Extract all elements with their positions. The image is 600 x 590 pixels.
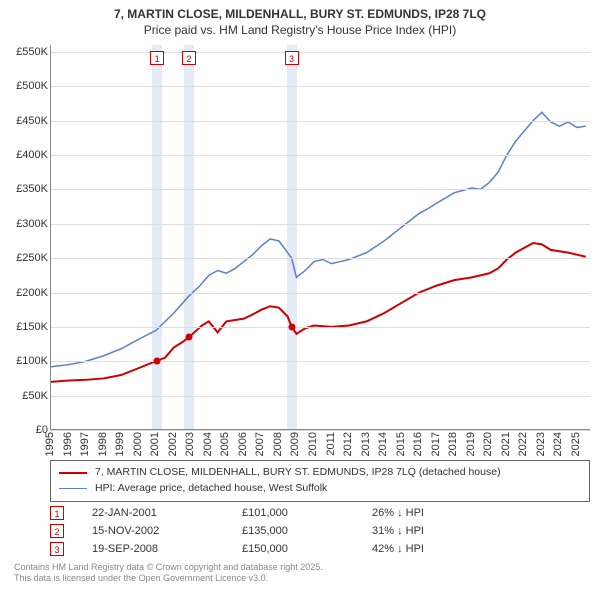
- x-tick-label: 2006: [237, 432, 249, 456]
- x-tick-label: 1998: [97, 432, 109, 456]
- x-tick-label: 2025: [570, 432, 582, 456]
- copyright-footer: Contains HM Land Registry data © Crown c…: [14, 562, 323, 585]
- sale-vs-hpi: 26% ↓ HPI: [372, 507, 522, 519]
- x-tick-label: 2001: [149, 432, 161, 456]
- gridline: [51, 121, 590, 122]
- sale-marker-icon: 3: [50, 542, 64, 556]
- gridline: [51, 430, 590, 431]
- gridline: [51, 258, 590, 259]
- legend-row: 7, MARTIN CLOSE, MILDENHALL, BURY ST. ED…: [59, 465, 581, 481]
- x-tick-label: 2012: [342, 432, 354, 456]
- x-tick-label: 2024: [552, 432, 564, 456]
- x-tick-label: 2009: [289, 432, 301, 456]
- gridline: [51, 155, 590, 156]
- y-tick-label: £200K: [2, 287, 48, 299]
- x-tick-label: 2014: [377, 432, 389, 456]
- gridline: [51, 396, 590, 397]
- x-tick-label: 2017: [430, 432, 442, 456]
- x-tick-label: 2008: [272, 432, 284, 456]
- x-tick-label: 2007: [254, 432, 266, 456]
- sale-date: 22-JAN-2001: [92, 507, 242, 519]
- sales-table: 1 22-JAN-2001£101,00026% ↓ HPI 2 15-NOV-200…: [50, 504, 590, 558]
- sale-price: £150,000: [242, 543, 372, 555]
- x-tick-label: 2015: [395, 432, 407, 456]
- footer-line2: This data is licensed under the Open Gov…: [14, 573, 323, 584]
- y-tick-label: £250K: [2, 252, 48, 264]
- x-tick-label: 2003: [184, 432, 196, 456]
- sale-marker-box: 1: [150, 51, 164, 65]
- chart-legend: 7, MARTIN CLOSE, MILDENHALL, BURY ST. ED…: [50, 460, 590, 502]
- chart-plot-area: 1 2 3: [50, 45, 590, 430]
- gridline: [51, 361, 590, 362]
- legend-row: HPI: Average price, detached house, West…: [59, 481, 581, 497]
- series-line-hpi: [51, 112, 586, 366]
- x-tick-label: 2010: [307, 432, 319, 456]
- legend-swatch: [59, 472, 87, 474]
- gridline: [51, 327, 590, 328]
- sale-marker-box: 2: [182, 51, 196, 65]
- x-tick-label: 2022: [517, 432, 529, 456]
- gridline: [51, 52, 590, 53]
- legend-label: HPI: Average price, detached house, West…: [95, 481, 327, 497]
- chart-title-subtitle: Price paid vs. HM Land Registry's House …: [0, 22, 600, 38]
- legend-swatch: [59, 488, 87, 489]
- y-tick-label: £50K: [2, 390, 48, 402]
- sale-dot: [154, 357, 161, 364]
- sale-vs-hpi: 31% ↓ HPI: [372, 525, 522, 537]
- sale-dot: [185, 334, 192, 341]
- x-tick-label: 2004: [202, 432, 214, 456]
- sale-date: 15-NOV-2002: [92, 525, 242, 537]
- y-tick-label: £350K: [2, 183, 48, 195]
- x-tick-label: 1996: [62, 432, 74, 456]
- gridline: [51, 224, 590, 225]
- chart-title-block: 7, MARTIN CLOSE, MILDENHALL, BURY ST. ED…: [0, 0, 600, 38]
- x-tick-label: 2023: [535, 432, 547, 456]
- y-tick-label: £100K: [2, 355, 48, 367]
- x-tick-label: 2021: [500, 432, 512, 456]
- x-tick-label: 2000: [132, 432, 144, 456]
- y-tick-label: £150K: [2, 321, 48, 333]
- gridline: [51, 293, 590, 294]
- chart-lines-svg: [51, 45, 591, 430]
- x-tick-label: 2011: [325, 432, 337, 456]
- sales-table-row: 2 15-NOV-2002£135,00031% ↓ HPI: [50, 522, 590, 540]
- sales-table-row: 3 19-SEP-2008£150,00042% ↓ HPI: [50, 540, 590, 558]
- x-tick-label: 2002: [167, 432, 179, 456]
- sale-marker-box: 3: [285, 51, 299, 65]
- x-tick-label: 1995: [44, 432, 56, 456]
- y-tick-label: £300K: [2, 218, 48, 230]
- x-tick-label: 1997: [79, 432, 91, 456]
- y-tick-label: £0: [2, 424, 48, 436]
- gridline: [51, 86, 590, 87]
- x-tick-label: 1999: [114, 432, 126, 456]
- sale-date: 19-SEP-2008: [92, 543, 242, 555]
- x-tick-label: 2020: [482, 432, 494, 456]
- footer-line1: Contains HM Land Registry data © Crown c…: [14, 562, 323, 573]
- sale-price: £101,000: [242, 507, 372, 519]
- x-tick-label: 2019: [465, 432, 477, 456]
- sale-marker-icon: 2: [50, 524, 64, 538]
- sale-dot: [288, 323, 295, 330]
- y-tick-label: £550K: [2, 46, 48, 58]
- x-tick-label: 2005: [219, 432, 231, 456]
- sales-table-row: 1 22-JAN-2001£101,00026% ↓ HPI: [50, 504, 590, 522]
- chart-title-address: 7, MARTIN CLOSE, MILDENHALL, BURY ST. ED…: [0, 6, 600, 22]
- sale-marker-icon: 1: [50, 506, 64, 520]
- x-tick-label: 2013: [360, 432, 372, 456]
- gridline: [51, 189, 590, 190]
- legend-label: 7, MARTIN CLOSE, MILDENHALL, BURY ST. ED…: [95, 465, 501, 481]
- x-tick-label: 2018: [447, 432, 459, 456]
- sale-vs-hpi: 42% ↓ HPI: [372, 543, 522, 555]
- y-tick-label: £500K: [2, 80, 48, 92]
- sale-price: £135,000: [242, 525, 372, 537]
- x-tick-label: 2016: [412, 432, 424, 456]
- y-tick-label: £400K: [2, 149, 48, 161]
- y-tick-label: £450K: [2, 115, 48, 127]
